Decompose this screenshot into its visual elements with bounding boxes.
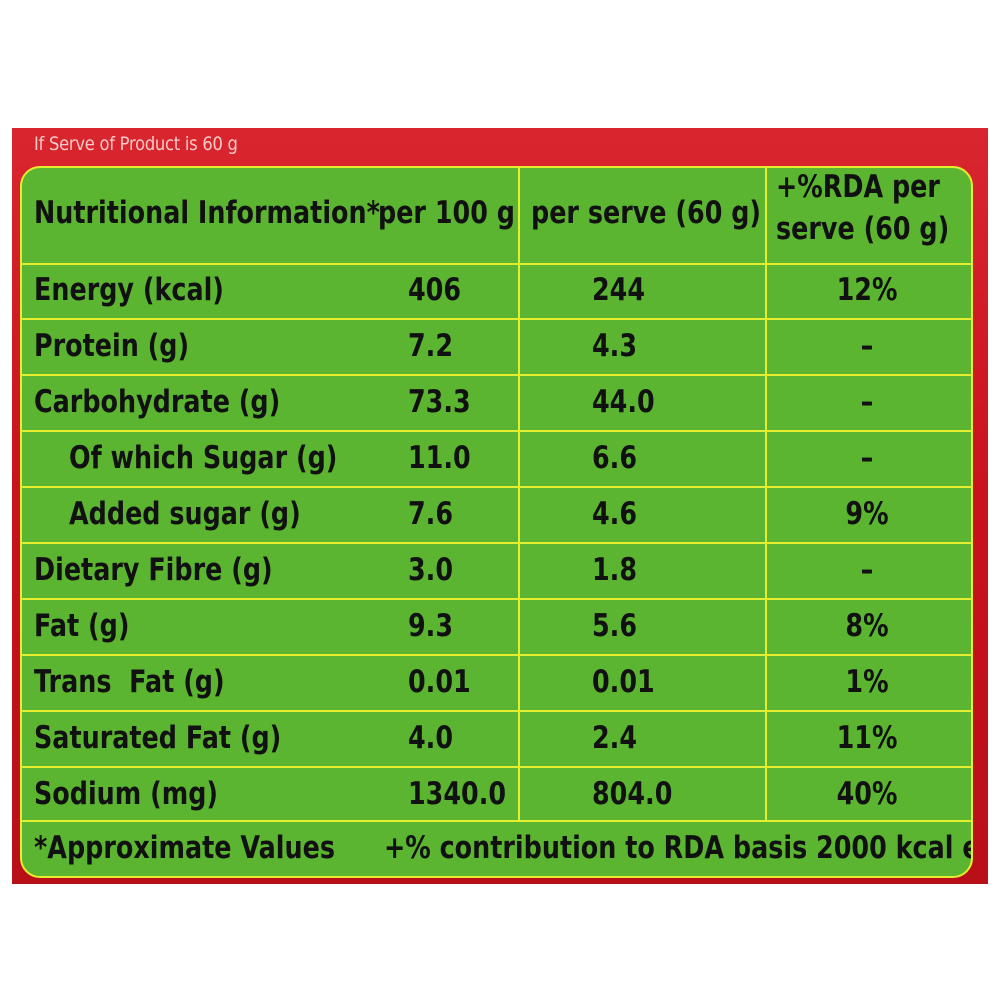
row-per-serve: 4.6 (592, 496, 638, 532)
row-per-serve: 1.8 (592, 552, 638, 588)
column-divider (518, 168, 520, 820)
row-rda: – (860, 328, 874, 364)
serve-caption: If Serve of Product is 60 g (34, 133, 238, 155)
row-rda: 1% (845, 664, 889, 700)
row-per-100g: 3.0 (408, 552, 454, 588)
row-label: Of which Sugar (g) (69, 440, 338, 476)
row-rda: 11% (836, 720, 898, 756)
nutrition-label: If Serve of Product is 60 g Nutritional … (12, 128, 988, 884)
row-per-100g: 73.3 (408, 384, 471, 420)
row-rda: 40% (836, 776, 898, 812)
row-label: Carbohydrate (g) (34, 384, 281, 420)
row-per-100g: 1340.0 (408, 776, 507, 812)
header-per-serve: per serve (60 g) (531, 195, 762, 231)
row-per-serve: 2.4 (592, 720, 638, 756)
row-divider (22, 710, 971, 712)
footer-approx: *Approximate Values (34, 830, 335, 866)
row-per-100g: 4.0 (408, 720, 454, 756)
nutrition-table: Nutritional Information* per 100 g per s… (20, 166, 973, 878)
column-divider (765, 168, 767, 820)
row-per-serve: 0.01 (592, 664, 655, 700)
row-per-100g: 406 (408, 272, 462, 308)
row-rda: – (860, 384, 874, 420)
row-per-serve: 5.6 (592, 608, 638, 644)
row-divider (22, 486, 971, 488)
row-label: Fat (g) (34, 608, 130, 644)
row-per-serve: 6.6 (592, 440, 638, 476)
row-label: Dietary Fibre (g) (34, 552, 273, 588)
row-divider (22, 598, 971, 600)
row-divider (22, 318, 971, 320)
row-per-100g: 7.6 (408, 496, 454, 532)
row-label: Protein (g) (34, 328, 190, 364)
header-rda-line1: +%RDA per (776, 169, 940, 205)
header-nutrient: Nutritional Information* (34, 195, 380, 231)
row-divider (22, 374, 971, 376)
row-divider (22, 430, 971, 432)
row-rda: 9% (845, 496, 889, 532)
row-rda: – (860, 440, 874, 476)
row-label: Energy (kcal) (34, 272, 224, 308)
row-rda: – (860, 552, 874, 588)
row-per-100g: 0.01 (408, 664, 471, 700)
row-per-100g: 9.3 (408, 608, 454, 644)
row-per-100g: 11.0 (408, 440, 471, 476)
row-label: Saturated Fat (g) (34, 720, 282, 756)
row-divider (22, 542, 971, 544)
header-rda-line2: serve (60 g) (776, 211, 950, 247)
row-divider (22, 654, 971, 656)
row-label: Trans Fat (g) (34, 664, 225, 700)
row-per-serve: 804.0 (592, 776, 673, 812)
row-label: Added sugar (g) (69, 496, 301, 532)
footer-note: +% contribution to RDA basis 2000 kcal e… (384, 830, 971, 866)
header-per-100g: per 100 g (378, 195, 515, 231)
row-divider (22, 766, 971, 768)
header-divider (22, 263, 971, 265)
row-per-serve: 44.0 (592, 384, 655, 420)
row-label: Sodium (mg) (34, 776, 219, 812)
row-per-100g: 7.2 (408, 328, 454, 364)
row-rda: 12% (836, 272, 898, 308)
footer-divider (22, 820, 971, 822)
row-per-serve: 4.3 (592, 328, 638, 364)
row-per-serve: 244 (592, 272, 646, 308)
row-rda: 8% (845, 608, 889, 644)
